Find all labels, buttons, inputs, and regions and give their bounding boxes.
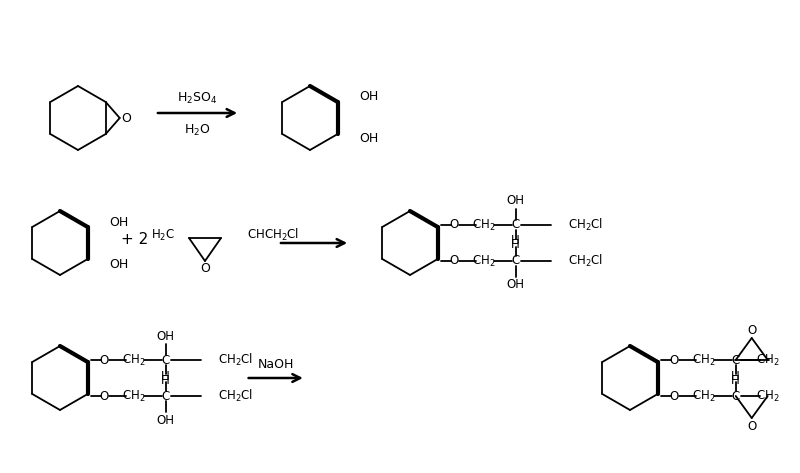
- Text: CH$_2$Cl: CH$_2$Cl: [218, 388, 253, 404]
- Text: CH$_2$Cl: CH$_2$Cl: [218, 352, 253, 368]
- Text: H: H: [162, 369, 170, 383]
- Text: O: O: [121, 112, 130, 124]
- Text: O: O: [669, 353, 678, 367]
- Text: CH$_2$: CH$_2$: [122, 388, 146, 403]
- Text: O: O: [669, 389, 678, 403]
- Text: O: O: [99, 389, 108, 403]
- Text: H$_2$O: H$_2$O: [184, 123, 210, 138]
- Text: C: C: [511, 254, 520, 268]
- Text: CH$_2$: CH$_2$: [756, 388, 779, 403]
- Text: O: O: [747, 324, 756, 336]
- Text: OH: OH: [506, 194, 525, 208]
- Text: H: H: [511, 238, 520, 252]
- Text: CH$_2$Cl: CH$_2$Cl: [568, 217, 603, 233]
- Text: C: C: [162, 353, 170, 367]
- Text: + 2: + 2: [122, 233, 149, 247]
- Text: CH$_2$: CH$_2$: [692, 352, 715, 368]
- Text: H$_2$SO$_4$: H$_2$SO$_4$: [177, 90, 217, 105]
- Text: OH: OH: [110, 216, 129, 228]
- Text: OH: OH: [157, 330, 174, 342]
- Text: H: H: [731, 374, 740, 386]
- Text: H: H: [162, 374, 170, 386]
- Text: H$_2$C: H$_2$C: [151, 228, 175, 243]
- Text: O: O: [99, 353, 108, 367]
- Text: OH: OH: [110, 257, 129, 271]
- Text: H: H: [731, 369, 740, 383]
- Text: OH: OH: [157, 413, 174, 427]
- Text: O: O: [200, 263, 210, 275]
- Text: O: O: [449, 219, 458, 231]
- Text: H: H: [511, 235, 520, 247]
- Text: O: O: [747, 420, 756, 432]
- Text: CH$_2$: CH$_2$: [756, 352, 779, 368]
- Text: CH$_2$: CH$_2$: [472, 254, 495, 269]
- Text: OH: OH: [360, 90, 379, 104]
- Text: OH: OH: [506, 279, 525, 291]
- Text: OH: OH: [360, 132, 379, 146]
- Text: CH$_2$: CH$_2$: [472, 218, 495, 233]
- Text: C: C: [731, 389, 740, 403]
- Text: CH$_2$Cl: CH$_2$Cl: [568, 253, 603, 269]
- Text: C: C: [511, 219, 520, 231]
- Text: C: C: [731, 353, 740, 367]
- Text: CHCH$_2$Cl: CHCH$_2$Cl: [247, 227, 299, 243]
- Text: O: O: [449, 254, 458, 268]
- Text: CH$_2$: CH$_2$: [122, 352, 146, 368]
- Text: NaOH: NaOH: [258, 358, 294, 370]
- Text: CH$_2$: CH$_2$: [692, 388, 715, 403]
- Text: C: C: [162, 389, 170, 403]
